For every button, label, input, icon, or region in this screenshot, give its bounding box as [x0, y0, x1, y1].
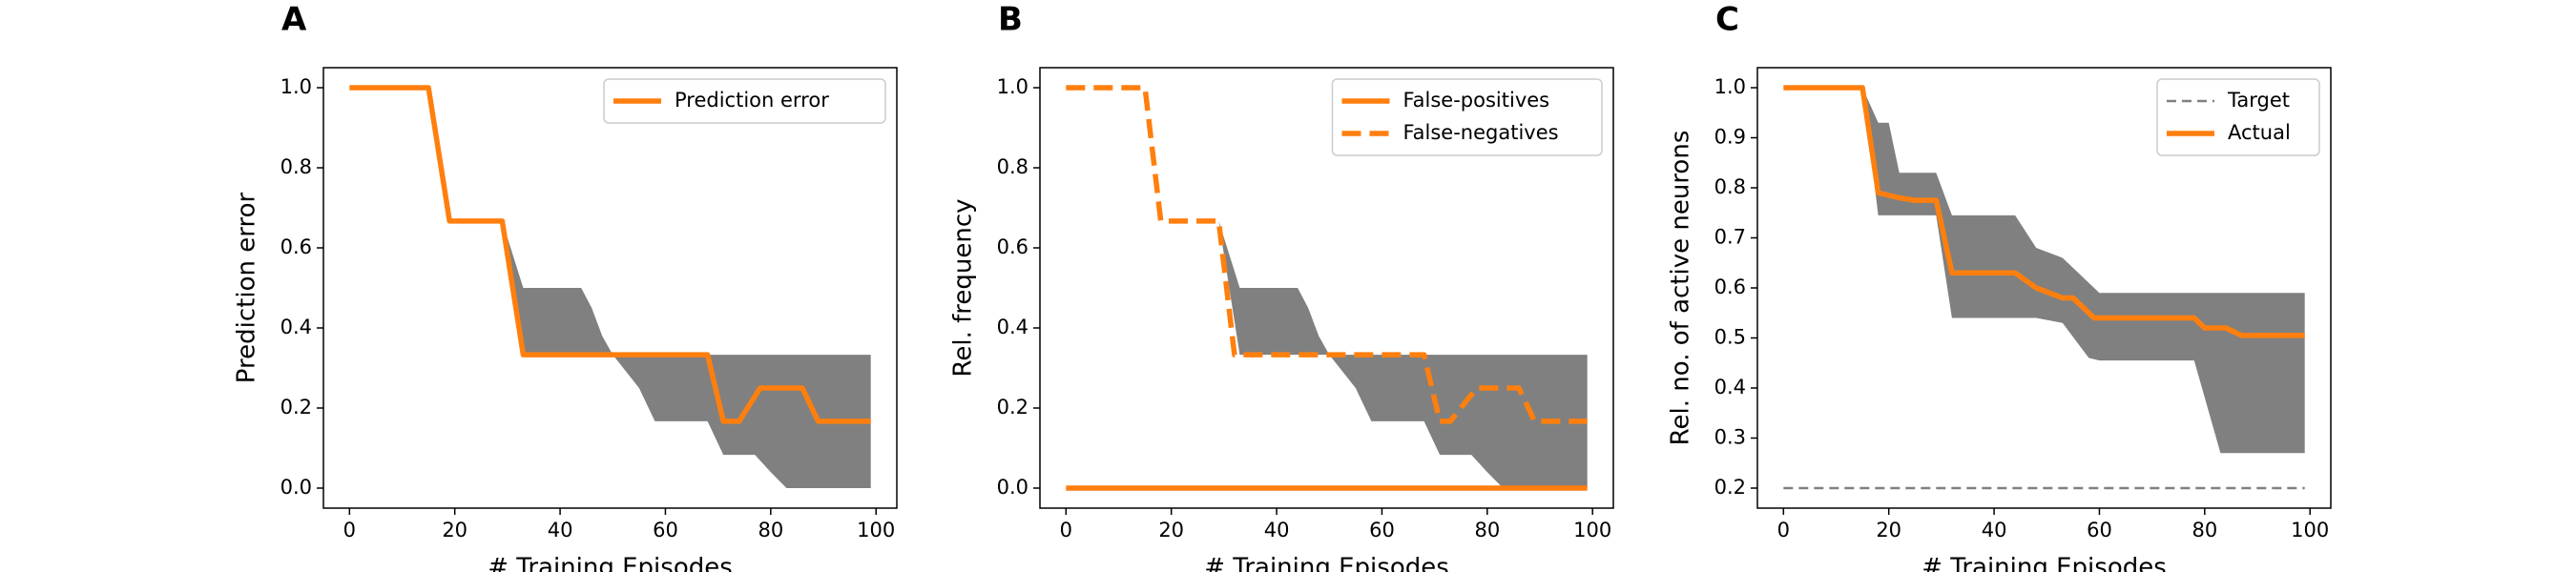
- legend-box: [1331, 78, 1603, 156]
- y-tick-label: 0.4: [997, 316, 1028, 338]
- y-axis-label: Prediction error: [233, 193, 261, 384]
- panel: 0 20 40 60 80 100 0.0 0.2 0.4 0.6 0.8 1.0 # Training…: [233, 1, 898, 572]
- series-line: [349, 85, 871, 424]
- y-tick-label: 1.0: [997, 75, 1028, 98]
- x-tick-label: 0: [1777, 519, 1790, 541]
- y-tick-label: 0.5: [1714, 326, 1746, 349]
- y-tick-label: 0.9: [1714, 126, 1746, 149]
- y-tick-label: 0.7: [1714, 226, 1746, 249]
- x-tick-label: 20: [1158, 519, 1184, 541]
- y-tick-label: 0.6: [1714, 276, 1746, 298]
- legend-label: Actual: [2228, 121, 2291, 144]
- panel: 0 20 40 60 80 100 0.2 0.3 0.4 0.5 0.6 0.7 0.8 0.9 1.0 #…: [1667, 1, 2332, 572]
- y-axis-label: Rel. no. of active neurons: [1667, 131, 1695, 446]
- y-tick-label: 0.2: [997, 396, 1028, 419]
- axes-frame: [1039, 67, 1614, 509]
- legend-label: False-positives: [1403, 89, 1550, 112]
- y-tick-label: 1.0: [280, 75, 312, 98]
- y-tick-label: 0.6: [280, 235, 312, 258]
- x-tick-label: 80: [758, 519, 783, 541]
- panel: 0 20 40 60 80 100 0.0 0.2 0.4 0.6 0.8 1.0 # Training…: [949, 1, 1614, 572]
- series-line: [1783, 85, 2305, 338]
- y-tick-label: 0.0: [997, 476, 1028, 499]
- series-line: [1066, 85, 1588, 424]
- legend-label: False-negatives: [1403, 121, 1559, 144]
- legend-label: Target: [2227, 89, 2290, 112]
- x-tick-label: 20: [1876, 519, 1901, 541]
- band: [1218, 220, 1588, 489]
- panel-letter: C: [1715, 1, 1739, 39]
- panel-letter: A: [281, 1, 307, 39]
- x-tick-label: 0: [343, 519, 356, 541]
- band: [502, 220, 871, 489]
- x-axis-label: # Training Episodes: [488, 554, 733, 572]
- x-tick-label: 100: [2291, 519, 2329, 541]
- x-tick-label: 60: [653, 519, 678, 541]
- x-tick-label: 40: [548, 519, 573, 541]
- x-tick-label: 20: [442, 519, 467, 541]
- y-tick-label: 0.0: [280, 476, 312, 499]
- x-tick-label: 80: [1474, 519, 1500, 541]
- x-tick-label: 100: [857, 519, 895, 541]
- y-tick-label: 0.8: [280, 155, 312, 178]
- y-tick-label: 0.4: [280, 316, 312, 338]
- x-tick-label: 40: [1264, 519, 1290, 541]
- x-tick-label: 80: [2192, 519, 2217, 541]
- axes-frame: [322, 67, 898, 509]
- y-tick-label: 0.8: [1714, 175, 1746, 198]
- y-tick-label: 0.2: [1714, 476, 1746, 499]
- x-axis-label: # Training Episodes: [1922, 554, 2167, 572]
- y-tick-label: 0.6: [997, 235, 1028, 258]
- y-tick-label: 0.4: [1714, 376, 1746, 398]
- x-tick-label: 40: [1982, 519, 2007, 541]
- legend-label: Prediction error: [675, 89, 829, 112]
- x-axis-label: # Training Episodes: [1204, 554, 1449, 572]
- y-tick-label: 0.3: [1714, 426, 1746, 449]
- panel-letter: B: [998, 1, 1023, 39]
- legend-box: [603, 78, 886, 124]
- y-tick-label: 0.8: [997, 155, 1028, 178]
- y-tick-label: 1.0: [1714, 75, 1746, 98]
- x-tick-label: 100: [1573, 519, 1611, 541]
- y-tick-label: 0.2: [280, 396, 312, 419]
- legend-box: [2156, 78, 2320, 156]
- x-tick-label: 60: [2087, 519, 2112, 541]
- y-axis-label: Rel. frequency: [949, 198, 978, 377]
- x-tick-label: 60: [1369, 519, 1395, 541]
- x-tick-label: 0: [1060, 519, 1072, 541]
